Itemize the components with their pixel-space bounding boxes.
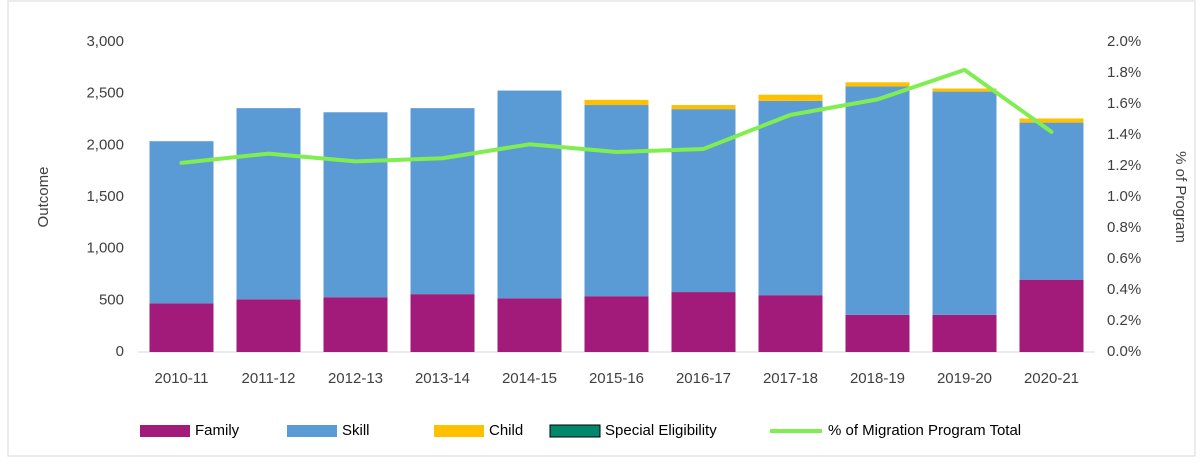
legend-label: % of Migration Program Total	[828, 422, 1021, 439]
y-tick-label: 3,000	[86, 33, 124, 50]
bar-segment	[845, 82, 910, 87]
x-tick-label: 2018-19	[850, 370, 905, 387]
bar-segment	[1019, 118, 1084, 123]
bar-segment	[1019, 122, 1084, 280]
y2-tick-label: 1.4%	[1107, 126, 1141, 143]
bar-segment	[758, 94, 823, 101]
y2-tick-label: 2.0%	[1107, 33, 1141, 50]
bar-segment	[845, 314, 910, 352]
x-tick-label: 2010-11	[155, 370, 209, 387]
x-tick-label: 2014-15	[502, 370, 557, 387]
legend-label: Skill	[342, 422, 370, 439]
x-tick-label: 2016-17	[676, 370, 731, 387]
legend-label: Special Eligibility	[605, 422, 717, 439]
bar-segment	[236, 108, 301, 300]
bar-segment	[932, 88, 997, 92]
bar-segment	[584, 99, 649, 106]
y2-tick-label: 1.6%	[1107, 95, 1141, 112]
bar-segment	[149, 303, 214, 352]
y-tick-label: 500	[99, 291, 124, 308]
y-tick-label: 1,500	[86, 188, 124, 205]
y2-tick-label: 0.2%	[1107, 312, 1141, 329]
bar-segment	[497, 90, 562, 299]
bar-segment	[149, 141, 214, 304]
x-tick-label: 2013-14	[415, 370, 470, 387]
bar-segment	[584, 296, 649, 352]
bar-segment	[845, 86, 910, 315]
legend-swatch	[434, 425, 484, 437]
y2-tick-label: 0.0%	[1107, 343, 1141, 360]
y-tick-label: 2,000	[86, 136, 124, 153]
bar-segment	[323, 297, 388, 352]
bar-segment	[410, 108, 475, 295]
bar-segment	[410, 294, 475, 352]
legend-swatch	[140, 425, 190, 437]
bar-segment	[671, 109, 736, 293]
bar-segment	[671, 105, 736, 110]
y2-tick-label: 0.6%	[1107, 250, 1141, 267]
x-tick-label: 2011-12	[242, 370, 296, 387]
y-axis-title: Outcome	[35, 167, 52, 228]
y2-tick-label: 0.8%	[1107, 219, 1141, 236]
y-tick-label: 2,500	[86, 85, 124, 102]
line-series	[179, 67, 1054, 165]
legend-label: Child	[489, 422, 523, 439]
bar-segment	[932, 314, 997, 352]
y-tick-label: 1,000	[86, 240, 124, 257]
bar-segment	[497, 298, 562, 352]
x-tick-label: 2020-21	[1024, 370, 1079, 387]
bar-segment	[1019, 279, 1084, 352]
y-tick-label: 0	[116, 343, 124, 360]
x-tick-label: 2019-20	[937, 370, 992, 387]
x-tick-label: 2015-16	[589, 370, 644, 387]
y2-axis-title: % of Program	[1172, 151, 1189, 243]
y2-tick-label: 1.2%	[1107, 157, 1141, 174]
bar-segment	[758, 295, 823, 352]
legend-label: Family	[195, 422, 240, 439]
bar-segment	[758, 100, 823, 296]
bar-segment	[323, 112, 388, 298]
x-tick-label: 2017-18	[763, 370, 818, 387]
legend-swatch	[287, 425, 337, 437]
bar-segment	[584, 105, 649, 297]
y2-tick-label: 0.4%	[1107, 281, 1141, 298]
bar-segment	[932, 91, 997, 315]
x-tick-label: 2012-13	[328, 370, 383, 387]
bar-segment	[236, 299, 301, 352]
bar-segment	[671, 292, 736, 352]
y2-tick-label: 1.0%	[1107, 188, 1141, 205]
legend-swatch	[549, 424, 601, 438]
y2-tick-label: 1.8%	[1107, 64, 1141, 81]
